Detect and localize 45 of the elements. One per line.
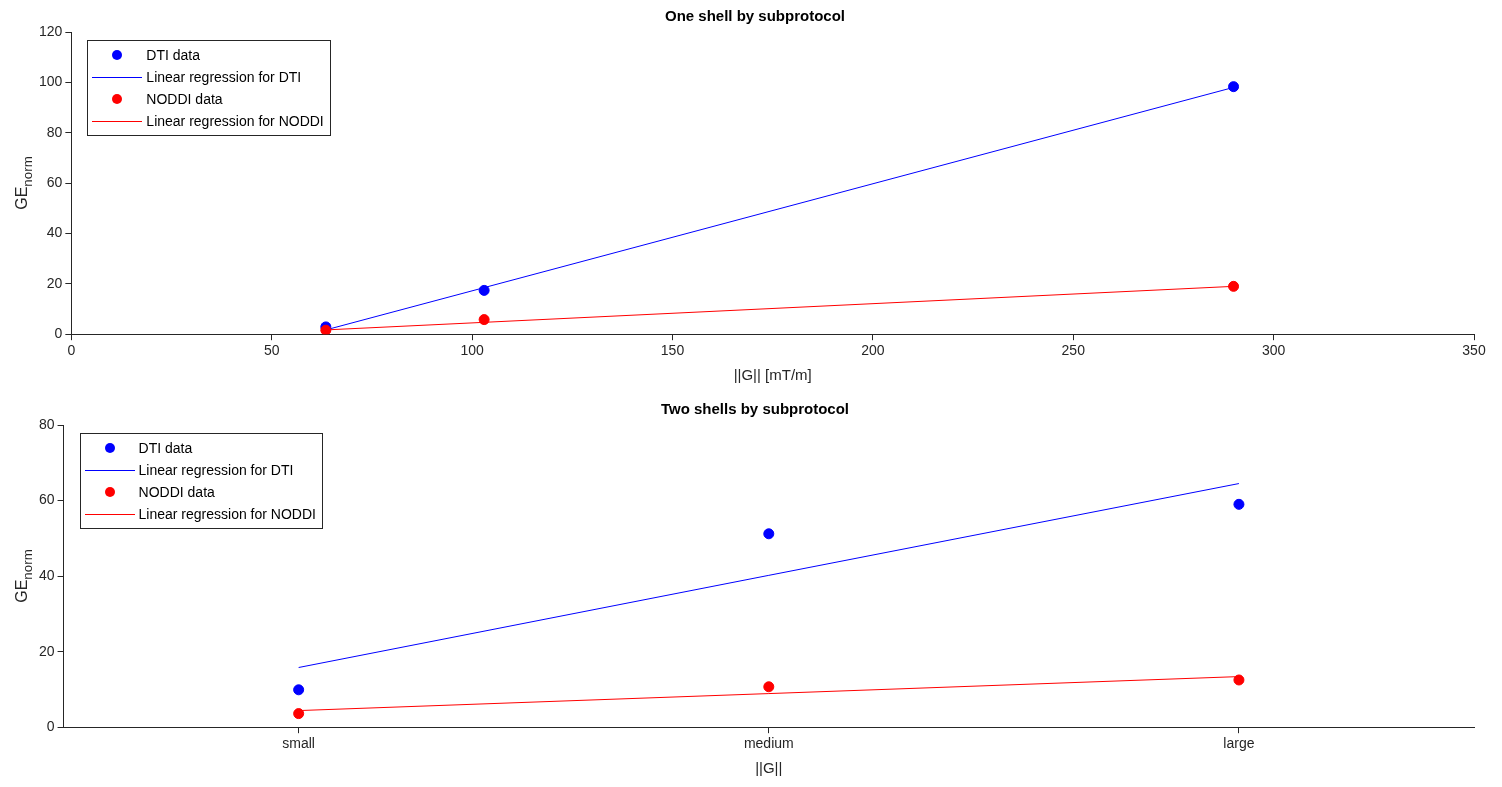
y-tick-label: 20: [46, 274, 63, 291]
y-tick-label: 60: [46, 173, 63, 190]
legend-label: DTI data: [138, 440, 193, 456]
y-tick-label: 0: [46, 718, 55, 735]
x-tick-label: 250: [1061, 342, 1086, 359]
legend-label: Linear regression for NODDI: [138, 506, 316, 522]
chart-title: One shell by subprotocol: [664, 7, 846, 25]
point: [293, 684, 305, 696]
x-tick-label: medium: [743, 735, 794, 752]
point: [1228, 280, 1240, 292]
point: [478, 314, 490, 326]
point: [1233, 498, 1245, 510]
x-tick-label: 150: [660, 342, 685, 359]
point: [763, 681, 775, 693]
x-tick-label: 350: [1462, 342, 1486, 359]
x-tick-label: 300: [1261, 342, 1286, 359]
x-axis-title: ||G|| [mT/m]: [733, 366, 812, 384]
y-tick-label: 40: [46, 224, 63, 241]
point: [293, 708, 305, 720]
legend-label: NODDI data: [138, 484, 215, 500]
legend-label: Linear regression for DTI: [146, 69, 302, 85]
y-tick-label: 40: [38, 566, 55, 583]
y-tick-label: 20: [38, 642, 55, 659]
x-axis-title: ||G||: [755, 759, 783, 777]
legend-label: NODDI data: [146, 91, 223, 107]
y-tick-label: 80: [38, 415, 55, 432]
point: [1228, 81, 1240, 93]
legend-label: Linear regression for DTI: [138, 462, 294, 478]
y-tick-label: 60: [38, 491, 55, 508]
chart-title: Two shells by subprotocol: [660, 400, 850, 418]
point: [763, 528, 775, 540]
x-tick-label: 0: [67, 342, 76, 359]
legend-label: Linear regression for NODDI: [146, 113, 324, 129]
x-tick-label: 50: [263, 342, 280, 359]
point: [1233, 674, 1245, 686]
y-tick-label: 80: [46, 123, 63, 140]
y-tick-label: 100: [39, 73, 63, 90]
y-tick-label: 120: [39, 22, 63, 39]
point: [478, 284, 490, 296]
x-tick-label: large: [1223, 735, 1255, 752]
legend-label: DTI data: [146, 47, 201, 63]
x-tick-label: 100: [460, 342, 485, 359]
x-tick-label: 200: [861, 342, 885, 359]
x-tick-label: small: [282, 735, 315, 752]
y-tick-label: 0: [54, 325, 63, 342]
